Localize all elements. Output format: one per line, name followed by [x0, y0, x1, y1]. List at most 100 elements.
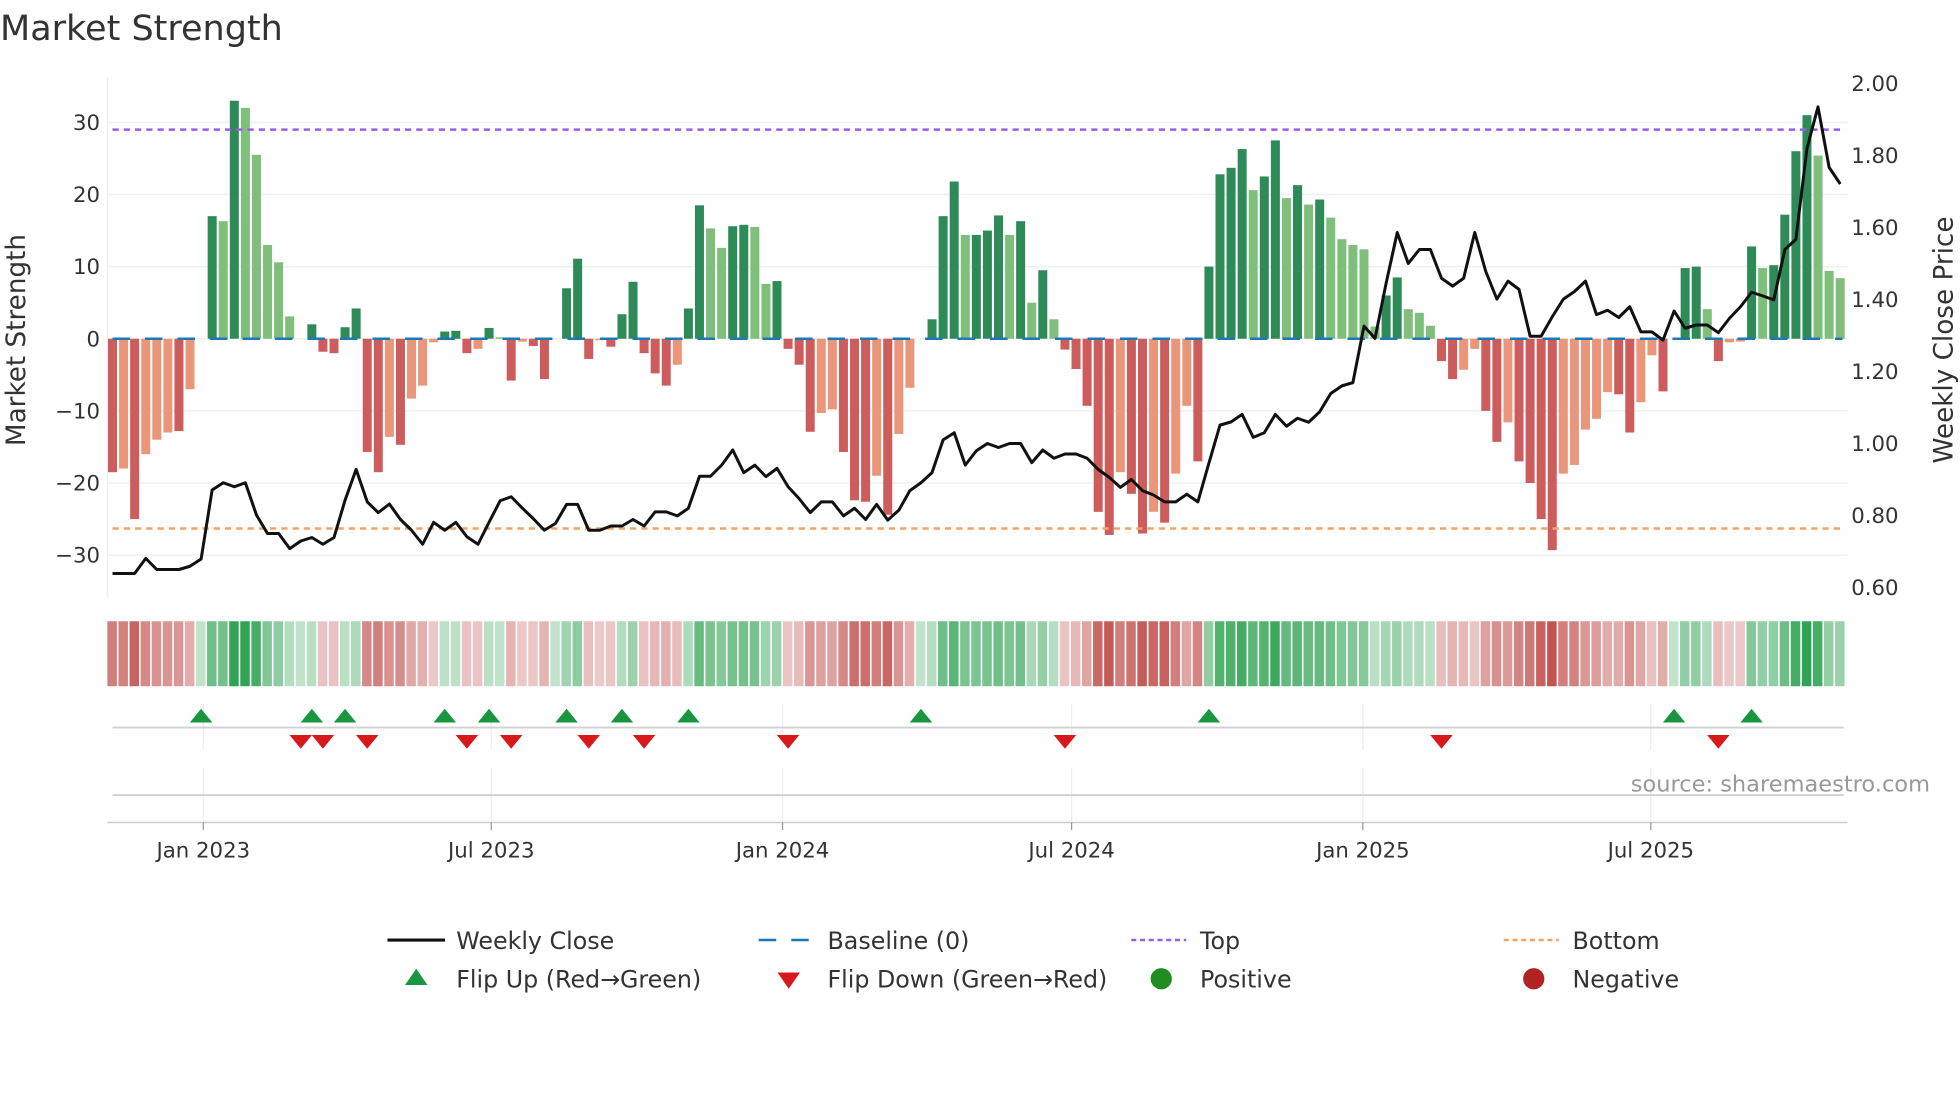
- heatmap-cell: [1524, 621, 1535, 687]
- legend-label: Negative: [1573, 966, 1680, 994]
- heatmap-cell: [1735, 621, 1745, 687]
- heatmap-cell: [1369, 621, 1380, 687]
- heatmap-cell: [627, 621, 638, 687]
- legend-label: Bottom: [1573, 927, 1660, 955]
- heatmap-cell: [1746, 621, 1756, 687]
- strength-bar: [1016, 221, 1026, 339]
- flip-down-marker: [499, 735, 523, 749]
- strength-bar: [1758, 268, 1768, 339]
- strength-bar: [1614, 338, 1624, 395]
- legend-label: Flip Down (Green→Red): [828, 966, 1108, 994]
- strength-bar: [362, 338, 372, 452]
- strength-bar: [816, 338, 826, 414]
- strength-bar: [1603, 338, 1613, 393]
- strength-bar: [1182, 338, 1192, 406]
- heatmap-cell: [1347, 621, 1358, 687]
- strength-bar: [1293, 185, 1303, 339]
- heatmap-cell: [218, 621, 228, 687]
- strength-bar: [517, 338, 527, 342]
- strength-bar: [218, 221, 228, 339]
- x-tick-label: Jan 2025: [1314, 839, 1410, 864]
- heatmap-cell: [1502, 621, 1513, 687]
- y2-tick-label: 2.00: [1851, 72, 1898, 97]
- strength-bar: [1281, 198, 1291, 339]
- y-axis-title: Market Strength: [2, 234, 32, 446]
- strength-bar: [739, 224, 749, 339]
- strength-bar: [484, 327, 494, 339]
- heatmap-cell: [550, 621, 560, 687]
- strength-bar: [1470, 338, 1480, 349]
- strength-bar: [1625, 338, 1635, 433]
- strength-bar: [318, 338, 328, 352]
- heatmap-cell: [273, 621, 283, 687]
- strength-bar: [772, 281, 782, 339]
- heatmap-cell: [1170, 621, 1181, 687]
- heatmap-cell: [1646, 621, 1657, 687]
- heatmap-cell: [495, 621, 505, 687]
- strength-bar: [1592, 338, 1602, 419]
- strength-bar: [174, 338, 184, 432]
- y2-tick-label: 1.40: [1851, 288, 1898, 313]
- strength-bar: [750, 226, 760, 339]
- heatmap-cell: [1580, 621, 1590, 687]
- strength-bar: [938, 216, 948, 339]
- strength-bar: [805, 338, 815, 432]
- strength-bar: [1005, 234, 1015, 339]
- heatmap-cell: [1624, 621, 1635, 687]
- legend-item-close: Weekly Close: [387, 927, 614, 955]
- heatmap-cell: [938, 621, 948, 687]
- heatmap-cell: [849, 621, 859, 687]
- flip-down-marker: [1430, 735, 1453, 749]
- heatmap-cell: [1657, 621, 1668, 687]
- strength-bar: [595, 338, 605, 341]
- heatmap-cell: [1635, 621, 1646, 687]
- reference-lines: [112, 128, 1843, 530]
- strength-bar: [1237, 149, 1247, 339]
- heatmap-cell: [1469, 621, 1480, 687]
- strength-bar: [473, 338, 483, 349]
- strength-bar: [661, 338, 671, 386]
- heatmap-cell: [738, 621, 749, 687]
- triangle-down-icon: [777, 972, 800, 989]
- strength-bar: [429, 338, 439, 343]
- heatmap-cell: [506, 621, 516, 687]
- strength-bar: [717, 247, 727, 339]
- heatmap-cell: [572, 621, 583, 687]
- heatmap-cell: [1602, 621, 1612, 687]
- strength-bar: [407, 338, 417, 399]
- heatmap-cell: [1680, 621, 1690, 687]
- strength-bar: [251, 154, 261, 339]
- strength-bar: [1736, 338, 1746, 342]
- heatmap-cell: [184, 621, 195, 687]
- strength-bar: [1304, 204, 1314, 339]
- heatmap-cell: [306, 621, 317, 687]
- heatmap-cell: [1790, 621, 1801, 687]
- strength-bar: [1724, 338, 1734, 343]
- strength-bar: [185, 338, 195, 390]
- x-tick-label: Jan 2023: [155, 839, 251, 864]
- heatmap-cell: [1447, 621, 1457, 687]
- strength-bar: [1835, 278, 1845, 339]
- heatmap-cell: [915, 621, 926, 687]
- heatmap-cell: [1325, 621, 1336, 687]
- heatmap-cell: [439, 621, 450, 687]
- heatmap-cell: [1115, 621, 1125, 687]
- heatmap-cell: [1248, 621, 1258, 687]
- strength-bar: [395, 338, 405, 445]
- heatmap-cell: [1547, 621, 1557, 687]
- strength-bar: [694, 205, 704, 339]
- heatmap-cell: [1403, 621, 1413, 687]
- y2-tick-label: 0.60: [1851, 576, 1898, 601]
- x-tick-label: Jul 2023: [446, 839, 534, 864]
- heatmap-cell: [417, 621, 427, 687]
- strength-bar: [1769, 265, 1779, 339]
- strength-bar: [1580, 338, 1590, 430]
- heatmap-cell: [860, 621, 870, 687]
- heatmap-cell: [827, 621, 837, 687]
- strength-bar: [1780, 214, 1790, 339]
- heatmap-cell: [140, 621, 151, 687]
- y-tick-label: 0: [86, 327, 100, 352]
- flip-up-marker: [555, 708, 578, 723]
- heatmap-cell: [1237, 621, 1247, 687]
